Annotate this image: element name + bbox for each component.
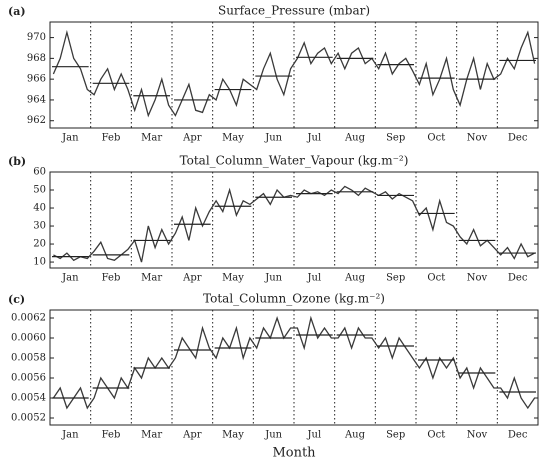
x-tick-label: Jun	[264, 133, 282, 144]
y-tick-label: 0.0058	[11, 353, 46, 364]
x-tick-label: Mar	[141, 133, 162, 144]
y-tick-label: 964	[27, 94, 46, 105]
daily-line	[53, 185, 535, 263]
x-tick-label: Aug	[344, 430, 366, 441]
y-tick-label: 60	[33, 167, 46, 178]
y-tick-label: 0.0054	[11, 393, 46, 404]
x-tick-label: Nov	[467, 133, 488, 144]
y-tick-label: 970	[27, 32, 46, 43]
x-tick-label: Mar	[141, 430, 162, 441]
chart-title: Total_Column_Ozone (kg.m⁻²)	[203, 292, 385, 306]
x-tick-label: Feb	[102, 430, 121, 441]
y-tick-label: 10	[33, 257, 46, 268]
x-tick-label: Feb	[102, 273, 121, 284]
x-tick-label: Jun	[264, 430, 282, 441]
x-tick-label: Apr	[182, 273, 202, 284]
x-tick-label: Dec	[508, 273, 528, 284]
chart-title: Surface_Pressure (mbar)	[218, 4, 370, 18]
x-tick-label: Apr	[182, 430, 202, 441]
x-tick-label: Sep	[386, 273, 405, 284]
x-tick-label: Sep	[386, 430, 405, 441]
y-tick-label: 20	[33, 239, 46, 250]
x-tick-label: Oct	[427, 430, 445, 441]
x-tick-label: Jul	[307, 133, 322, 144]
daily-line	[52, 315, 536, 410]
x-tick-label: Dec	[508, 430, 528, 441]
x-tick-label: Nov	[467, 430, 488, 441]
y-tick-label: 966	[27, 74, 46, 85]
x-tick-label: Jan	[61, 133, 79, 144]
x-tick-label: Jul	[307, 430, 322, 441]
panel-label: (c)	[8, 293, 25, 306]
y-tick-label: 968	[27, 53, 46, 64]
y-tick-label: 30	[33, 221, 46, 232]
x-tick-label: Aug	[344, 273, 366, 284]
panel-label: (b)	[8, 155, 26, 168]
y-tick-label: 40	[33, 203, 46, 214]
y-tick-label: 0.0062	[11, 313, 46, 324]
x-tick-label: Feb	[102, 133, 121, 144]
x-tick-label: May	[222, 430, 244, 441]
y-tick-label: 0.0060	[11, 333, 46, 344]
plot-frame	[49, 21, 539, 129]
x-tick-label: Jan	[61, 430, 79, 441]
y-tick-label: 0.0056	[11, 373, 46, 384]
x-tick-label: May	[222, 273, 244, 284]
x-tick-label: Nov	[467, 273, 488, 284]
x-tick-label: Oct	[427, 273, 445, 284]
x-axis-label: Month	[272, 446, 316, 461]
x-tick-label: Sep	[386, 133, 405, 144]
y-tick-label: 962	[27, 115, 46, 126]
daily-line	[52, 29, 536, 118]
x-tick-label: May	[222, 133, 244, 144]
x-tick-label: Oct	[427, 133, 445, 144]
plot-frame	[49, 309, 539, 426]
x-tick-label: Jul	[307, 273, 322, 284]
x-tick-label: Mar	[141, 273, 162, 284]
x-tick-label: Aug	[344, 133, 366, 144]
chart-title: Total_Column_Water_Vapour (kg.m⁻²)	[180, 154, 409, 168]
x-tick-label: Dec	[508, 133, 528, 144]
panel-label: (a)	[8, 5, 26, 18]
x-tick-label: Jun	[264, 273, 282, 284]
plot-frame	[49, 171, 539, 269]
y-tick-label: 50	[33, 185, 46, 196]
x-tick-label: Jan	[61, 273, 79, 284]
x-tick-label: Apr	[182, 133, 202, 144]
y-tick-label: 0.0052	[11, 413, 46, 424]
